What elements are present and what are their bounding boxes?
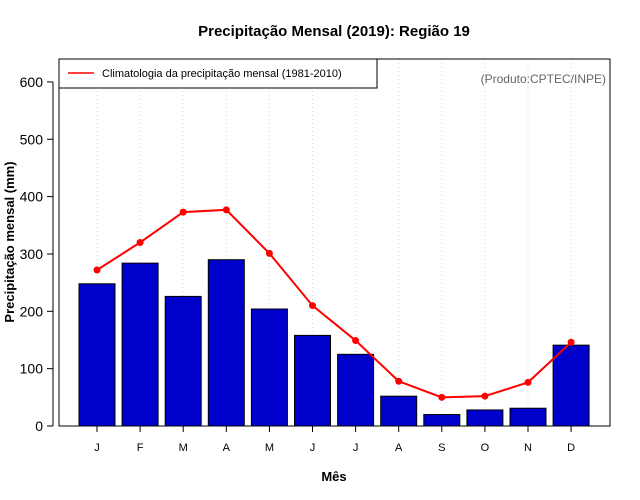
- y-tick-label: 300: [20, 246, 44, 262]
- legend: Climatologia da precipitação mensal (198…: [58, 58, 378, 89]
- climatology-point: [481, 392, 489, 400]
- x-tick-label: A: [395, 442, 403, 454]
- climatology-point: [567, 338, 575, 346]
- bar: [294, 334, 331, 427]
- y-tick-label: 500: [20, 131, 44, 147]
- climatology-point: [438, 393, 446, 401]
- x-tick-label: J: [310, 442, 316, 454]
- x-tick-label: J: [353, 442, 359, 454]
- climatology-point: [524, 378, 532, 386]
- bar: [164, 295, 202, 427]
- bar: [466, 409, 504, 427]
- x-tick-label: M: [265, 442, 274, 454]
- y-tick-label: 0: [35, 418, 43, 434]
- bar: [509, 407, 547, 427]
- product-credit: (Produto:CPTEC/INPE): [481, 72, 606, 86]
- climatology-point: [352, 337, 360, 345]
- x-tick-label: F: [137, 442, 144, 454]
- x-tick-label: A: [223, 442, 231, 454]
- y-tick-label: 200: [20, 303, 44, 319]
- chart-title: Precipitação Mensal (2019): Região 19: [198, 23, 470, 40]
- bar: [423, 414, 461, 427]
- y-tick-label: 400: [20, 189, 44, 205]
- bar: [207, 259, 245, 427]
- bar: [121, 262, 159, 427]
- climatology-point: [222, 206, 230, 214]
- bar: [78, 283, 116, 427]
- y-tick-label: 100: [20, 361, 44, 377]
- y-tick-label: 600: [20, 74, 44, 90]
- climatology-point: [136, 239, 144, 246]
- bar: [380, 395, 418, 427]
- climatology-point: [265, 249, 273, 257]
- x-tick-label: S: [438, 442, 445, 454]
- bar: [337, 353, 375, 427]
- climatology-point: [395, 377, 403, 385]
- x-tick-label: N: [524, 442, 532, 454]
- x-tick-label: J: [94, 442, 100, 454]
- y-axis-title: Precipitação mensal (mm): [2, 161, 17, 322]
- bars-group: [78, 259, 590, 427]
- x-tick-label: O: [481, 442, 490, 454]
- climatology-line: [96, 208, 572, 399]
- bar: [250, 308, 288, 427]
- x-axis-title: Mês: [321, 469, 346, 484]
- climatology-line-group: [93, 206, 575, 401]
- y-axis: 0 100 200 300 400 500 600: [20, 74, 54, 434]
- climatology-point: [309, 302, 316, 310]
- x-tick-label: M: [179, 442, 188, 454]
- legend-box: [58, 58, 378, 89]
- climatology-point: [93, 266, 101, 274]
- legend-label: Climatologia da precipitação mensal (198…: [102, 68, 342, 80]
- x-tick-label: D: [567, 442, 575, 454]
- climatology-point: [179, 208, 187, 216]
- bar: [552, 344, 590, 427]
